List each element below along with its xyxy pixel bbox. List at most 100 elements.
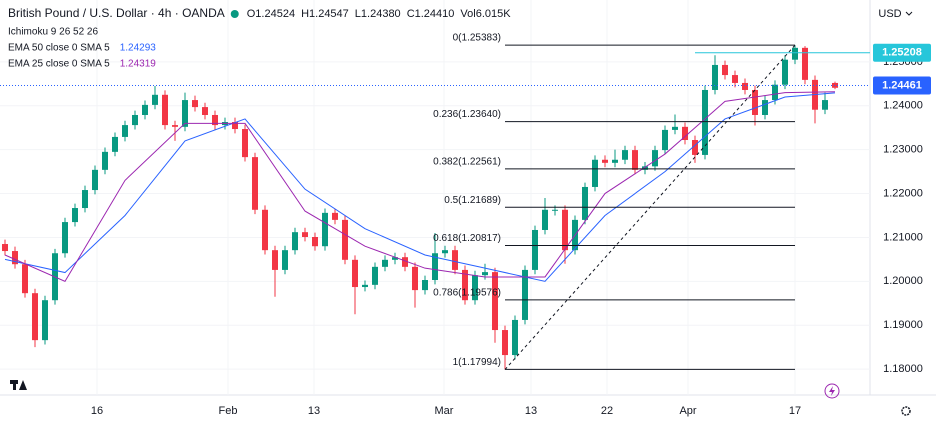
candle-body xyxy=(762,100,768,115)
candle-body xyxy=(792,47,798,60)
candle-body xyxy=(672,126,678,130)
candle-body xyxy=(322,212,328,247)
settings-icon[interactable] xyxy=(901,406,911,416)
y-tick-label: 1.19000 xyxy=(883,319,923,331)
currency[interactable]: USD xyxy=(878,8,901,20)
x-tick-label: 16 xyxy=(91,405,103,417)
x-tick-label: 22 xyxy=(601,405,613,417)
candle-body xyxy=(712,64,718,90)
fib-label: 0.236(1.23640) xyxy=(433,109,501,120)
candle-body xyxy=(602,159,608,163)
quote: H1.24547 xyxy=(301,8,349,20)
candle-body xyxy=(512,319,518,356)
candle-body xyxy=(92,169,98,191)
candle-body xyxy=(702,89,708,155)
candle-body xyxy=(192,100,198,108)
candle-body xyxy=(372,266,378,285)
candle-body xyxy=(12,251,18,265)
candle-body xyxy=(352,259,358,288)
candle-body xyxy=(582,186,588,220)
ema-line xyxy=(4,92,836,282)
candle-body xyxy=(722,64,728,76)
indicator-name: EMA 25 close 0 SMA 5 xyxy=(8,59,110,70)
candle-body xyxy=(442,250,448,254)
fib-label: 0.382(1.22561) xyxy=(433,157,501,168)
candle-body xyxy=(392,257,398,260)
fib-label: 0.618(1.20817) xyxy=(433,233,501,244)
candle-body xyxy=(552,209,558,211)
plot: 0(1.25383) 0.236(1.23640) 0.382(1.22561) 0.… xyxy=(0,0,870,395)
dropdown-icon[interactable] xyxy=(905,11,913,16)
indicator-value: 1.24293 xyxy=(120,43,157,54)
candle-body xyxy=(822,100,828,110)
x-tick-label: 17 xyxy=(789,405,801,417)
candle-body xyxy=(632,150,638,170)
candle-body xyxy=(132,114,138,126)
price-label-box xyxy=(873,43,931,62)
candle-body xyxy=(802,47,808,80)
y-tick-label: 1.24000 xyxy=(883,100,923,112)
candle-body xyxy=(232,122,238,130)
candle-body xyxy=(202,107,208,115)
y-tick-label: 1.20000 xyxy=(883,275,923,287)
y-tick-label: 1.21000 xyxy=(883,231,923,243)
quote: C1.24410 xyxy=(407,8,455,20)
candle-body xyxy=(42,300,48,341)
lightning-icon[interactable] xyxy=(824,383,840,399)
candle-body xyxy=(772,84,778,101)
candle-body xyxy=(742,82,748,90)
candle-body xyxy=(162,94,168,126)
candle-body xyxy=(102,151,108,170)
candle-body xyxy=(412,266,418,291)
candle-body xyxy=(682,126,688,141)
candle-body xyxy=(782,59,788,85)
indicator-name: Ichimoku 9 26 52 26 xyxy=(8,27,98,38)
candle-body xyxy=(142,104,148,115)
status-dot xyxy=(230,10,239,18)
y-tick-label: 1.23000 xyxy=(883,144,923,156)
candle-body xyxy=(502,330,508,356)
candle-body xyxy=(692,140,698,155)
fib-label: 0.786(1.19576) xyxy=(433,288,501,299)
candle-body xyxy=(492,272,498,331)
candle-body xyxy=(662,129,668,151)
candle-body xyxy=(622,150,628,160)
candle-body xyxy=(612,159,618,163)
candle-body xyxy=(382,259,388,267)
symbol-title: British Pound / U.S. Dollar · 4h · OANDA xyxy=(8,6,225,20)
quote: Vol6.015K xyxy=(460,8,511,20)
quote: O1.24524 xyxy=(247,8,295,20)
candle-body xyxy=(342,219,348,260)
indicator-value: 1.24319 xyxy=(120,59,157,70)
candle-body xyxy=(592,159,598,187)
candle-body xyxy=(252,157,258,210)
candle-body xyxy=(532,229,538,270)
x-tick-label: Feb xyxy=(219,405,238,417)
y-tick-label: 1.22000 xyxy=(883,187,923,199)
candle-body xyxy=(2,244,8,252)
tv-logo xyxy=(10,380,27,390)
fib-label: 0(1.25383) xyxy=(453,33,501,44)
candle-body xyxy=(732,75,738,83)
candle-body xyxy=(272,250,278,270)
candle-body xyxy=(182,100,188,127)
x-tick-label: 13 xyxy=(525,405,537,417)
y-tick-label: 1.18000 xyxy=(883,363,923,375)
price-label-box xyxy=(873,76,931,95)
fib-label: 1(1.17994) xyxy=(453,357,501,368)
price-label: 1.24461 xyxy=(882,79,922,91)
candle-body xyxy=(282,250,288,270)
candle-body xyxy=(402,257,408,267)
candle-body xyxy=(452,250,458,270)
x-tick-label: Mar xyxy=(435,405,454,417)
candle-body xyxy=(752,89,758,115)
candle-body xyxy=(152,94,158,105)
candle-body xyxy=(522,269,528,320)
candle-body xyxy=(312,237,318,247)
candle-body xyxy=(362,284,368,288)
candle-body xyxy=(122,125,128,137)
price-label: 1.25208 xyxy=(882,47,922,59)
overlay: British Pound / U.S. Dollar · 4h · OANDA… xyxy=(8,6,511,69)
quote: L1.24380 xyxy=(355,8,401,20)
